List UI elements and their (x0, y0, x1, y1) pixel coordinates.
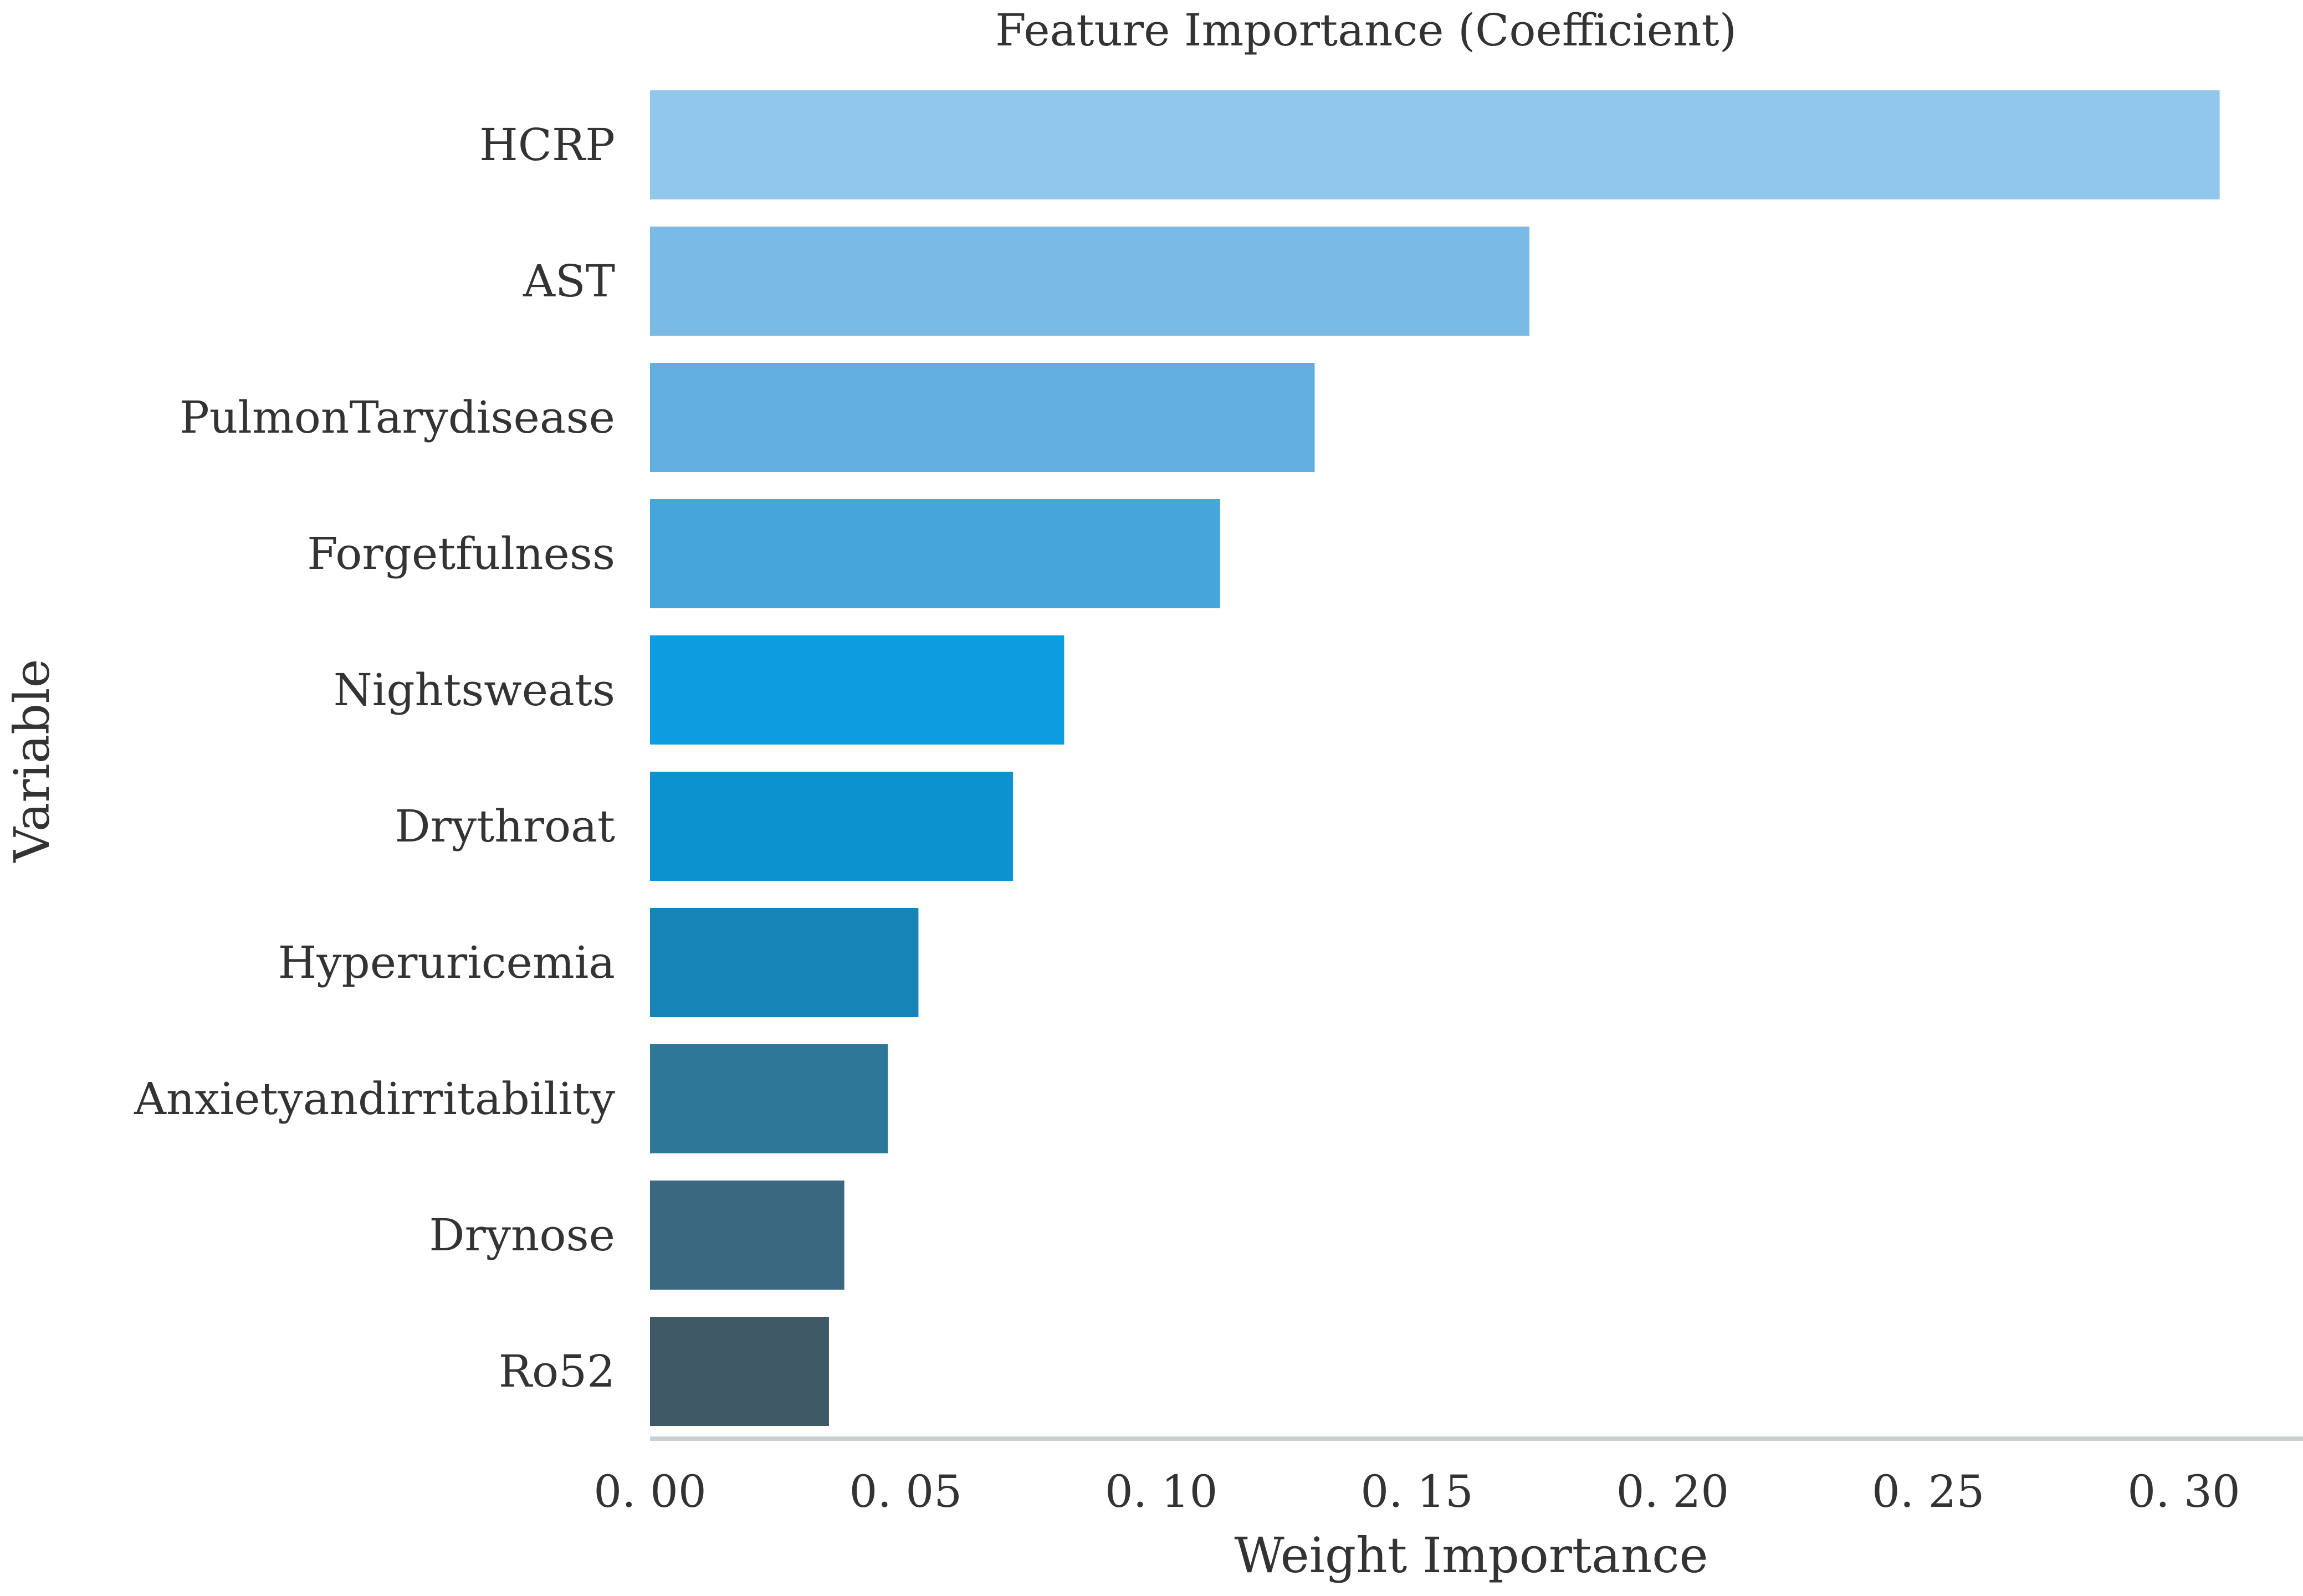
bar-ast (650, 227, 1529, 336)
x-tick-label: 0. 15 (1360, 1466, 1473, 1517)
x-tick-label: 0. 30 (2127, 1466, 2240, 1517)
x-tick-label: 0. 05 (849, 1466, 963, 1517)
bar-drythroat (650, 772, 1014, 881)
y-tick-label: HCRP (479, 119, 615, 171)
y-tick-label: PulmonTarydisease (180, 392, 615, 443)
y-tick-label: Nightsweats (334, 664, 615, 716)
bar-ro52 (650, 1317, 829, 1426)
bar-hcrp (650, 90, 2220, 199)
x-tick-label: 0. 10 (1105, 1466, 1218, 1517)
y-tick-label: Hyperuricemia (278, 937, 615, 988)
x-tick-labels: 0. 00 0. 05 0. 10 0. 15 0. 20 0. 25 0. 30 (593, 1466, 2240, 1517)
y-tick-label: Ro52 (499, 1346, 615, 1397)
x-tick-label: 0. 20 (1616, 1466, 1729, 1517)
bar-anxietyandirritability (650, 1044, 888, 1153)
bars-group (650, 90, 2220, 1426)
bar-hyperuricemia (650, 908, 919, 1017)
chart-title: Feature Importance (Coefficient) (995, 4, 1737, 56)
y-tick-label: AST (523, 255, 615, 307)
y-tick-label: Anxietyandirritability (134, 1073, 615, 1125)
bar-nightsweats (650, 635, 1065, 745)
y-tick-label: Drynose (429, 1209, 615, 1261)
y-axis-label: Variable (3, 659, 60, 863)
bar-drynose (650, 1181, 845, 1290)
y-tick-label: Drythroat (395, 800, 616, 852)
bar-pulmontarydisease (650, 363, 1315, 472)
x-tick-label: 0. 00 (593, 1466, 707, 1517)
bar-forgetfulness (650, 499, 1220, 608)
y-tick-label: Forgetfulness (307, 528, 615, 579)
x-tick-label: 0. 25 (1872, 1466, 1985, 1517)
y-tick-labels: HCRP AST PulmonTarydisease Forgetfulness Nig… (134, 119, 615, 1397)
x-axis-label: Weight Importance (1234, 1527, 1708, 1584)
